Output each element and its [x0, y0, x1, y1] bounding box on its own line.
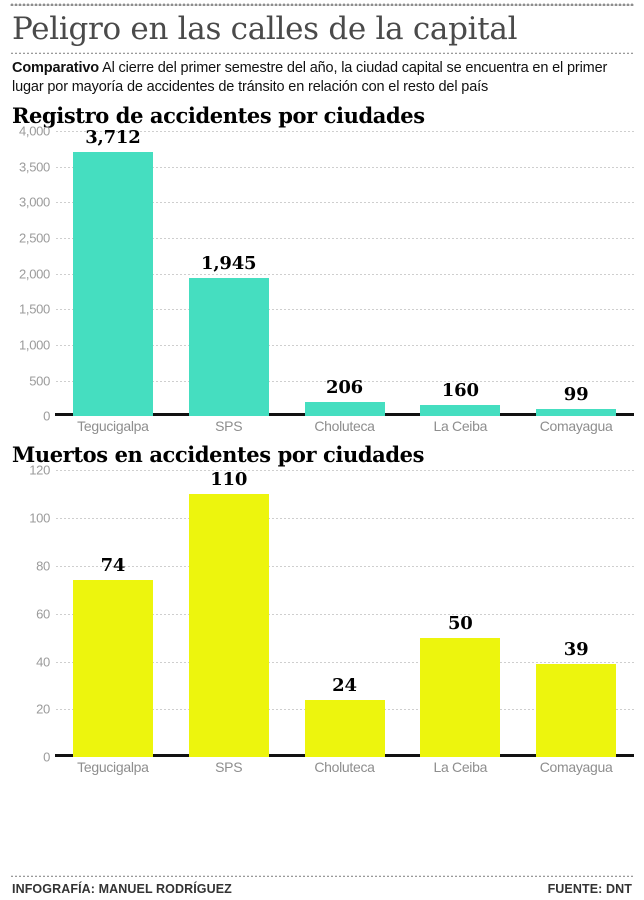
bar [420, 637, 501, 758]
bar [536, 409, 617, 417]
y-axis-tick-label: 3,000 [18, 194, 50, 210]
source-text: FUENTE: DNT [547, 882, 632, 896]
bar-value-label: 24 [332, 674, 357, 696]
standfirst-lead: Comparativo [12, 60, 99, 76]
bar [188, 277, 269, 417]
bar-group: 110 [188, 469, 269, 758]
bar-group: 50 [420, 470, 501, 758]
x-axis-category-label: Comayagua [539, 418, 613, 435]
gridline [55, 565, 634, 567]
chart-1-plot-area: 0 500 1,000 1,500 2,000 2,500 3,000 3,500 4,000 3… [19, 124, 634, 424]
x-axis-category-label: Choluteca [314, 418, 375, 435]
bar [304, 699, 385, 758]
x-axis-category-label: Choluteca [314, 759, 375, 776]
y-axis-tick-label: 2,500 [18, 230, 50, 246]
chart-1-title: Registro de accidentes por ciudades [12, 103, 425, 129]
x-axis-category-label: La Ceiba [433, 759, 488, 776]
bar-group: 39 [536, 470, 617, 758]
gridline [55, 518, 634, 520]
footer-divider [10, 874, 634, 877]
bar-value-label: 50 [447, 612, 473, 634]
y-axis-tick-label: 500 [29, 373, 50, 389]
x-axis-category-label: Tegucigalpa [77, 759, 149, 776]
footer: INFOGRAFÍA: MANUEL RODRÍGUEZ FUENTE: DNT [10, 874, 634, 896]
bar-group: 24 [304, 470, 385, 758]
chart-1-category-axis: Tegucigalpa SPS Choluteca La Ceiba Comayagua [55, 416, 634, 438]
y-axis-tick-label: 120 [29, 462, 50, 478]
bar [72, 580, 153, 758]
y-axis-tick-label: 4,000 [18, 123, 50, 139]
bar-value-label: 160 [441, 379, 479, 401]
gridline [55, 661, 634, 663]
gridline [55, 344, 634, 346]
chart-2-plot-area: 0 20 40 60 80 100 120 74 110 24 50 39 [29, 463, 634, 765]
standfirst: Comparativo Al cierre del primer semestr… [10, 54, 634, 99]
x-axis-category-label: La Ceiba [433, 418, 488, 435]
bar-value-label: 3,712 [85, 126, 141, 148]
y-axis-tick-label: 0 [43, 408, 50, 424]
y-axis-tick-label: 100 [29, 510, 50, 526]
bar-group: 99 [536, 131, 617, 417]
credit-text: INFOGRAFÍA: MANUEL RODRÍGUEZ [12, 882, 232, 896]
gridline [55, 309, 634, 311]
y-axis-tick-label: 1,000 [18, 337, 50, 353]
gridline [55, 613, 634, 615]
chart-accidents: 0 500 1,000 1,500 2,000 2,500 3,000 3,500 4,000 3… [10, 124, 634, 438]
gridline [55, 380, 634, 382]
bar-group: 160 [420, 131, 501, 417]
y-axis-tick-label: 40 [36, 654, 50, 670]
gridline [55, 166, 634, 168]
y-axis-tick-label: 60 [36, 606, 50, 622]
x-axis-category-label: Tegucigalpa [77, 418, 149, 435]
x-axis-category-label: SPS [215, 759, 243, 776]
standfirst-body: Al cierre del primer semestre del año, l… [12, 60, 608, 95]
bar [188, 494, 269, 758]
page-title: Peligro en las calles de la capital [12, 11, 518, 47]
bar-group: 3,712 [72, 127, 153, 417]
chart-2-title: Muertos en accidentes por ciudades [12, 442, 425, 468]
bar-value-label: 99 [563, 384, 589, 406]
bar [72, 151, 153, 417]
gridline [55, 202, 634, 204]
y-axis-tick-label: 0 [43, 749, 50, 765]
y-axis-tick-label: 80 [36, 558, 50, 574]
bar-group: 1,945 [188, 131, 269, 417]
gridline [55, 470, 634, 472]
bar [420, 404, 501, 417]
y-axis-tick-label: 2,000 [18, 266, 50, 282]
bar-value-label: 39 [563, 638, 589, 660]
bar [304, 401, 385, 417]
headline-divider [10, 51, 634, 54]
bar-group: 74 [72, 470, 153, 758]
y-axis-tick-label: 3,500 [18, 159, 50, 175]
y-axis-tick-label: 20 [36, 701, 50, 717]
bar-value-label: 74 [100, 555, 126, 577]
bar-value-label: 1,945 [201, 252, 257, 274]
chart-2-category-axis: Tegucigalpa SPS Choluteca La Ceiba Comayagua [55, 757, 634, 779]
x-axis-category-label: Comayagua [539, 759, 613, 776]
gridline [55, 131, 634, 133]
x-axis-category-label: SPS [215, 418, 243, 435]
chart-deaths: 0 20 40 60 80 100 120 74 110 24 50 39 Tegucigalpa SP… [10, 463, 634, 779]
bar [536, 663, 617, 758]
gridline [55, 273, 634, 275]
y-axis-tick-label: 1,500 [18, 301, 50, 317]
bar-value-label: 110 [210, 469, 248, 491]
bar-value-label: 206 [326, 376, 363, 398]
top-divider [10, 0, 634, 6]
bar-group: 206 [304, 131, 385, 417]
gridline [55, 238, 634, 240]
